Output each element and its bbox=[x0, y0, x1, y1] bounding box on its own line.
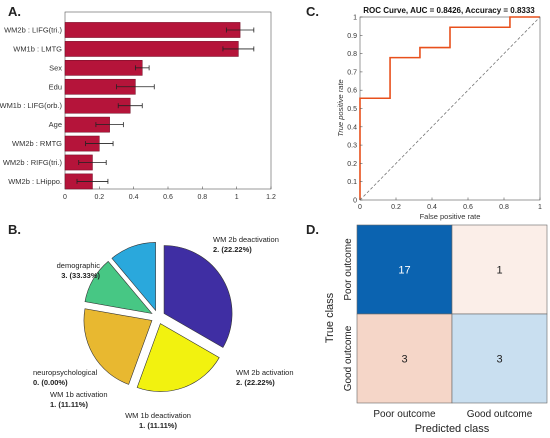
bar-category-label: WM2b : RIFG(tri.) bbox=[3, 158, 63, 167]
roc-lines bbox=[359, 16, 541, 201]
roc-x-tick-label: 0 bbox=[358, 204, 362, 211]
confusion-matrix-y-axis-label: True class bbox=[324, 292, 336, 343]
bar-category-label: WM2b : LIFG(tri.) bbox=[4, 25, 62, 34]
chance-diagonal-line bbox=[359, 16, 541, 201]
confusion-matrix-x-tick-labels: Poor outcome Good outcome bbox=[373, 409, 532, 420]
bar-category-label: WM1b : LMTG bbox=[13, 44, 62, 53]
roc-x-tick-label: 0.2 bbox=[391, 204, 401, 211]
roc-y-tick-label: 0.3 bbox=[347, 143, 357, 150]
roc-x-tick-labels: 0 0.2 0.4 0.6 0.8 1 bbox=[358, 197, 542, 211]
bar bbox=[64, 60, 143, 76]
roc-y-tick-label: 0.6 bbox=[347, 88, 357, 95]
roc-y-tick-label: 0.8 bbox=[347, 51, 357, 58]
pie-slice bbox=[84, 260, 153, 314]
bar-x-tick-labels: 0 0.2 0.4 0.6 0.8 1 1.2 bbox=[63, 186, 276, 201]
pie-slice-label: demographic bbox=[57, 261, 101, 270]
confusion-matrix-x-tick-label: Good outcome bbox=[467, 409, 533, 420]
bar-x-tick-label: 0.6 bbox=[163, 194, 173, 201]
confusion-matrix-cell-value: 17 bbox=[398, 265, 410, 277]
confusion-matrix-cell bbox=[356, 313, 453, 404]
roc-y-tick-label: 0.9 bbox=[347, 33, 357, 40]
roc-y-tick-label: 0.7 bbox=[347, 69, 357, 76]
pie-slice-label: WM 1b deactivation bbox=[125, 411, 191, 420]
roc-x-tick-label: 0.8 bbox=[499, 204, 509, 211]
bar-category-label: Edu bbox=[49, 82, 62, 91]
bar-x-tick-label: 0.2 bbox=[94, 194, 104, 201]
roc-x-tick-label: 0.6 bbox=[463, 204, 473, 211]
confusion-matrix-y-tick-labels: Poor outcome Good outcome bbox=[343, 238, 354, 391]
roc-x-axis-label: False positive rate bbox=[420, 212, 481, 221]
pie-slice bbox=[136, 323, 220, 392]
pie-slice-value: 3. (33.33%) bbox=[61, 271, 100, 280]
feature-importance-bar-chart: WM2b : LIFG(tri.) WM1b : LMTG Sex Edu WM1b :… bbox=[0, 11, 276, 201]
pie-slice-label: WM 2b deactivation bbox=[213, 235, 279, 244]
pie-slice-label: neuropsychological bbox=[33, 368, 98, 377]
bar-category-label: WM1b : LIFG(orb.) bbox=[0, 101, 62, 110]
pie-slice bbox=[111, 242, 156, 312]
bar-category-label: WM2b : RMTG bbox=[12, 139, 62, 148]
bar-marks bbox=[64, 22, 255, 190]
bar bbox=[64, 22, 241, 38]
pie-slice-value: 2. (22.22%) bbox=[213, 245, 252, 254]
confusion-matrix-cell bbox=[451, 224, 548, 315]
confusion-matrix-cell bbox=[356, 224, 453, 315]
roc-y-tick-label: 0 bbox=[353, 198, 357, 205]
bar-x-tick-label: 0.4 bbox=[129, 194, 139, 201]
bar bbox=[64, 41, 239, 57]
pie-slice-label: WM 1b activation bbox=[50, 390, 108, 399]
pie-slice bbox=[83, 308, 153, 385]
pie-slice-value: 0. (0.00%) bbox=[33, 378, 68, 387]
confusion-matrix: 17 1 3 3 Poor outcome Good outcome Poor outc… bbox=[324, 224, 548, 435]
roc-y-tick-label: 0.1 bbox=[347, 179, 357, 186]
bar-category-label: Sex bbox=[49, 63, 62, 72]
panel-c-letter: C. bbox=[306, 4, 319, 19]
bar-x-tick-label: 1 bbox=[235, 194, 239, 201]
roc-curve-chart: ROC Curve, AUC = 0.8426, Accuracy = 0.83… bbox=[336, 6, 542, 221]
roc-curve-line bbox=[359, 16, 540, 200]
confusion-matrix-x-axis-label: Predicted class bbox=[415, 423, 490, 435]
confusion-matrix-cell-value: 1 bbox=[496, 265, 502, 277]
pie-slice-value: 1. (11.11%) bbox=[50, 400, 88, 409]
pie-slice-value: 2. (22.22%) bbox=[236, 378, 275, 387]
confusion-matrix-cell bbox=[451, 313, 548, 404]
bar-x-tick-label: 1.2 bbox=[266, 194, 276, 201]
pie-slice-value: 1. (11.11%) bbox=[139, 421, 177, 430]
confusion-matrix-cell-value: 3 bbox=[496, 354, 502, 366]
roc-y-tick-label: 1 bbox=[353, 15, 357, 22]
pie-slice bbox=[163, 245, 233, 348]
confusion-matrix-x-tick-label: Poor outcome bbox=[373, 409, 436, 420]
bar-x-tick-label: 0 bbox=[63, 194, 67, 201]
roc-y-tick-label: 0.5 bbox=[347, 106, 357, 113]
panel-d-letter: D. bbox=[306, 222, 319, 237]
roc-x-tick-label: 1 bbox=[538, 204, 542, 211]
roc-y-tick-label: 0.2 bbox=[347, 161, 357, 168]
confusion-matrix-cells: 17 1 3 3 bbox=[356, 224, 548, 404]
bar-category-label: WM2b : LHippo. bbox=[8, 177, 62, 186]
panel-b-letter: B. bbox=[8, 222, 21, 237]
roc-y-tick-label: 0.4 bbox=[347, 124, 357, 131]
panel-a-letter: A. bbox=[8, 4, 21, 19]
roc-x-tick-label: 0.4 bbox=[427, 204, 437, 211]
bar-category-label: Age bbox=[49, 120, 62, 129]
bar-x-tick-label: 0.8 bbox=[197, 194, 207, 201]
bar-category-labels: WM2b : LIFG(tri.) WM1b : LMTG Sex Edu WM1b :… bbox=[0, 25, 62, 185]
confusion-matrix-cell-value: 3 bbox=[401, 354, 407, 366]
roc-y-axis-label: True positive rate bbox=[336, 79, 345, 136]
roc-title: ROC Curve, AUC = 0.8426, Accuracy = 0.83… bbox=[363, 6, 535, 15]
confusion-matrix-y-tick-label: Good outcome bbox=[343, 325, 354, 391]
roc-y-tick-labels: 0 0.1 0.2 0.3 0.4 0.5 0.6 0.7 0.8 0.9 1 bbox=[347, 15, 363, 205]
confusion-matrix-y-tick-label: Poor outcome bbox=[343, 238, 354, 301]
pie-slice-label: WM 2b activation bbox=[236, 368, 294, 377]
pie-slices bbox=[83, 242, 233, 392]
